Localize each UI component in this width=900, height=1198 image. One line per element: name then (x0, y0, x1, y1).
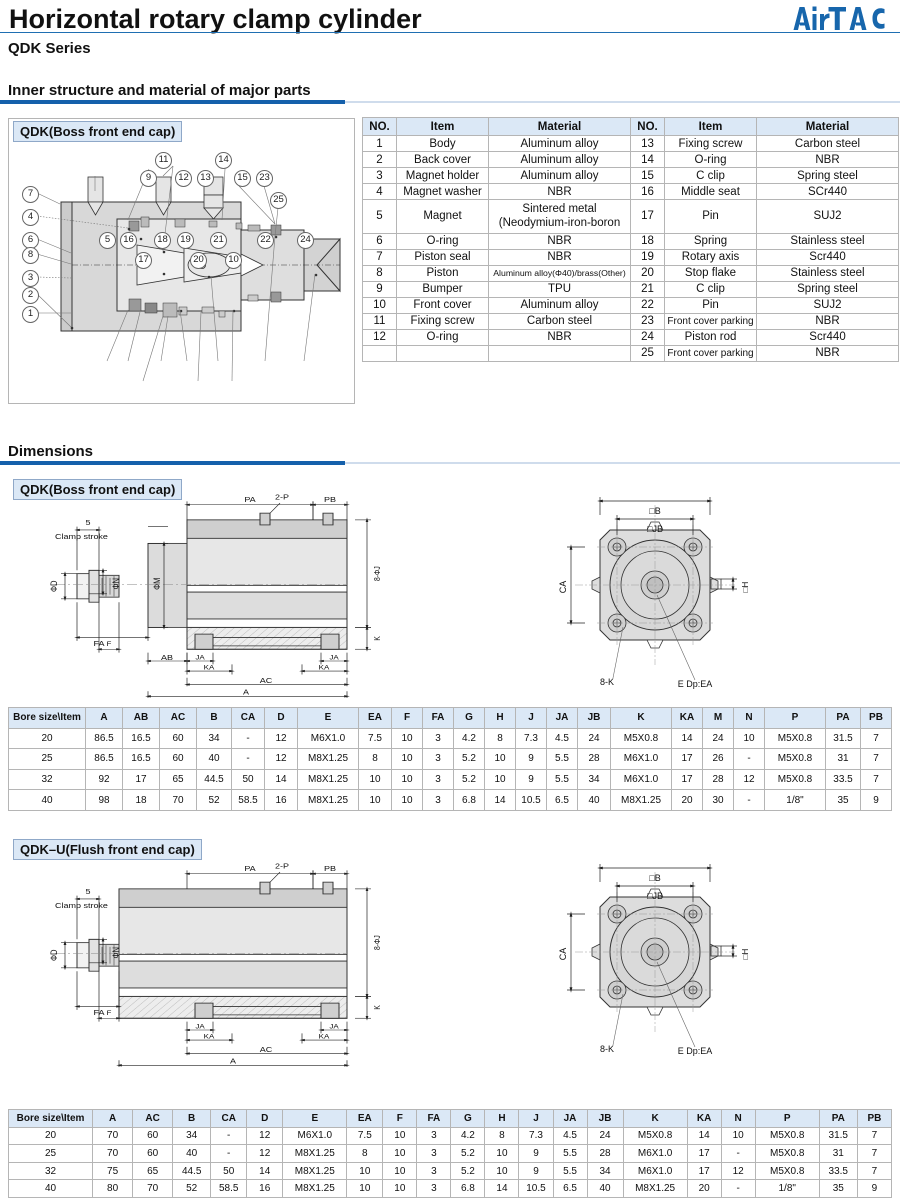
svg-text:Clamp stroke: Clamp stroke (55, 901, 108, 910)
svg-text:KA: KA (319, 1032, 330, 1040)
svg-text:KA: KA (204, 1032, 215, 1040)
svg-text:CA: CA (558, 948, 568, 961)
svg-text:KA: KA (204, 663, 215, 671)
svg-text:JA: JA (195, 653, 204, 661)
svg-text:CA: CA (558, 581, 568, 594)
svg-text:□H: □H (741, 581, 750, 592)
svg-text:AB: AB (161, 653, 173, 662)
svg-text:FA: FA (94, 1008, 105, 1017)
svg-text:PB: PB (324, 495, 336, 504)
svg-text:2-P: 2-P (275, 861, 289, 870)
svg-text:ΦN: ΦN (110, 578, 121, 589)
svg-text:□H: □H (741, 948, 750, 959)
svg-text:PA: PA (244, 495, 256, 504)
svg-text:A: A (230, 1056, 236, 1065)
svg-text:AC: AC (260, 676, 272, 685)
svg-text:Clamp stroke: Clamp stroke (55, 532, 108, 541)
svg-text:PA: PA (244, 864, 256, 873)
svg-text:8-K: 8-K (600, 1044, 614, 1054)
svg-text:5: 5 (85, 518, 90, 527)
svg-text:KA: KA (319, 663, 330, 671)
svg-text:JA: JA (195, 1022, 204, 1030)
svg-text:AC: AC (260, 1045, 272, 1054)
svg-text:ΦD: ΦD (48, 949, 59, 960)
svg-text:ΦN: ΦN (110, 947, 121, 958)
svg-text:F: F (107, 640, 112, 648)
svg-text:E Dp:EA: E Dp:EA (678, 679, 713, 689)
svg-text:K: K (372, 636, 382, 641)
svg-text:PB: PB (324, 864, 336, 873)
svg-text:8-ΦJ: 8-ΦJ (372, 566, 382, 581)
svg-text:FA: FA (94, 639, 105, 648)
svg-text:5: 5 (85, 887, 90, 896)
svg-text:□B: □B (649, 873, 660, 883)
svg-text:E Dp:EA: E Dp:EA (678, 1046, 713, 1056)
svg-text:ΦM: ΦM (151, 577, 162, 589)
svg-text:2-P: 2-P (275, 492, 289, 501)
svg-text:8-K: 8-K (600, 677, 614, 687)
svg-text:ΦD: ΦD (48, 580, 59, 591)
svg-text:K: K (372, 1005, 382, 1010)
svg-text:A: A (243, 687, 249, 696)
svg-text:JA: JA (329, 653, 338, 661)
svg-text:F: F (107, 1009, 112, 1017)
svg-text:□B: □B (649, 506, 660, 516)
svg-text:□JB: □JB (647, 524, 663, 534)
svg-text:□JB: □JB (647, 891, 663, 901)
svg-text:8-ΦJ: 8-ΦJ (372, 935, 382, 950)
svg-text:JA: JA (329, 1022, 338, 1030)
